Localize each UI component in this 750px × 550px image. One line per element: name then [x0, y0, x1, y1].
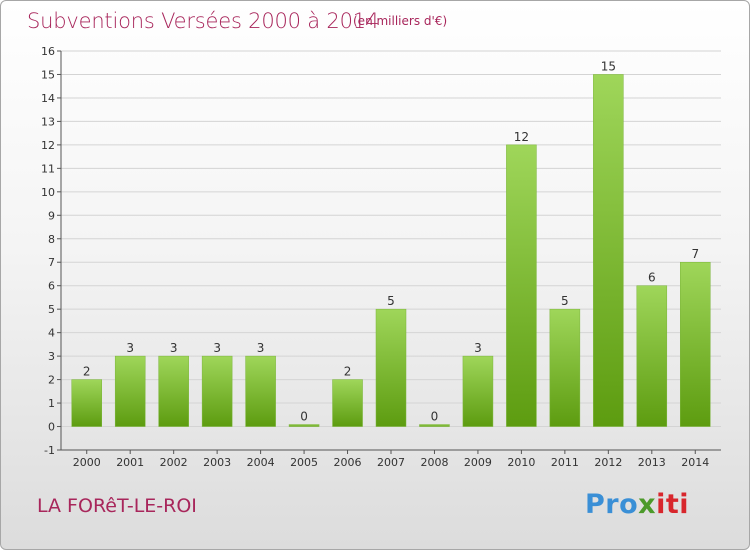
data-label-2011: 5	[561, 294, 569, 308]
data-label-2010: 12	[514, 130, 529, 144]
y-tick-label: -1	[44, 444, 55, 457]
bar-2002	[158, 355, 189, 427]
chart-title: Subventions Versées 2000 à 2014	[27, 9, 380, 33]
proxiti-logo: Proxiti	[585, 489, 689, 520]
bar-2000	[71, 379, 102, 427]
x-tick-label-2013: 2013	[638, 456, 666, 469]
y-tick-label: 14	[41, 92, 55, 105]
x-tick-label-2008: 2008	[420, 456, 448, 469]
bar-2013	[636, 285, 668, 427]
data-label-2007: 5	[387, 294, 395, 308]
bar-2011	[549, 308, 581, 427]
y-tick-label: 10	[41, 186, 55, 199]
y-tick-label: 6	[48, 280, 55, 293]
y-tick-label: 2	[48, 374, 55, 387]
bar-2014	[680, 261, 711, 427]
x-tick-label-2002: 2002	[160, 456, 188, 469]
data-label-2001: 3	[126, 341, 134, 355]
bar-2010	[506, 144, 537, 427]
data-label-2009: 3	[474, 341, 482, 355]
x-tick-label-2001: 2001	[116, 456, 144, 469]
y-tick-label: 11	[41, 162, 55, 175]
y-tick-label: 5	[48, 303, 55, 316]
y-tick-label: 16	[41, 45, 55, 58]
y-tick-label: 13	[41, 115, 55, 128]
logo-part-1: Pro	[585, 489, 639, 520]
bar-2005	[288, 424, 320, 427]
data-label-2003: 3	[213, 341, 221, 355]
x-tick-label-2009: 2009	[464, 456, 492, 469]
bar-2003	[201, 355, 233, 427]
axes	[57, 50, 721, 454]
bar-2006	[332, 379, 363, 427]
y-tick-label: 9	[48, 209, 55, 222]
y-tick-label: 3	[48, 350, 55, 363]
data-label-2006: 2	[344, 365, 352, 379]
data-label-2014: 7	[691, 247, 699, 261]
data-label-2008: 0	[431, 410, 439, 424]
bar-2008	[419, 424, 450, 427]
x-tick-label-2014: 2014	[681, 456, 709, 469]
y-tick-label: 12	[41, 139, 55, 152]
y-tick-label: 4	[48, 327, 55, 340]
y-tick-label: 0	[48, 421, 55, 434]
data-label-2002: 3	[170, 341, 178, 355]
data-label-2005: 0	[300, 410, 308, 424]
chart-subtitle: (en milliers d'€)	[353, 14, 448, 28]
bar-2007	[375, 308, 407, 427]
x-tick-label-2007: 2007	[377, 456, 405, 469]
logo-part-3: iti	[656, 489, 689, 520]
logo-part-2: x	[638, 489, 657, 520]
x-tick-label-2012: 2012	[594, 456, 622, 469]
y-tick-label: 8	[48, 233, 55, 246]
y-tick-label: 1	[48, 397, 55, 410]
data-label-2000: 2	[83, 365, 91, 379]
labels: -101234567891011121314151622000320013200…	[41, 45, 709, 469]
bars	[71, 74, 711, 427]
bar-2004	[245, 355, 276, 427]
town-name: LA FORêT-LE-ROI	[37, 495, 197, 517]
x-tick-label-2010: 2010	[507, 456, 535, 469]
x-tick-label-2005: 2005	[290, 456, 318, 469]
bar-2009	[462, 355, 494, 427]
x-tick-label-2011: 2011	[551, 456, 579, 469]
y-tick-label: 7	[48, 256, 55, 269]
data-label-2012: 15	[601, 59, 616, 73]
x-tick-label-2003: 2003	[203, 456, 231, 469]
y-tick-label: 15	[41, 68, 55, 81]
bar-2001	[114, 355, 146, 427]
data-label-2013: 6	[648, 271, 656, 285]
x-tick-label-2004: 2004	[247, 456, 275, 469]
x-tick-label-2000: 2000	[73, 456, 101, 469]
data-label-2004: 3	[257, 341, 265, 355]
x-tick-label-2006: 2006	[334, 456, 362, 469]
bar-2012	[593, 74, 624, 427]
